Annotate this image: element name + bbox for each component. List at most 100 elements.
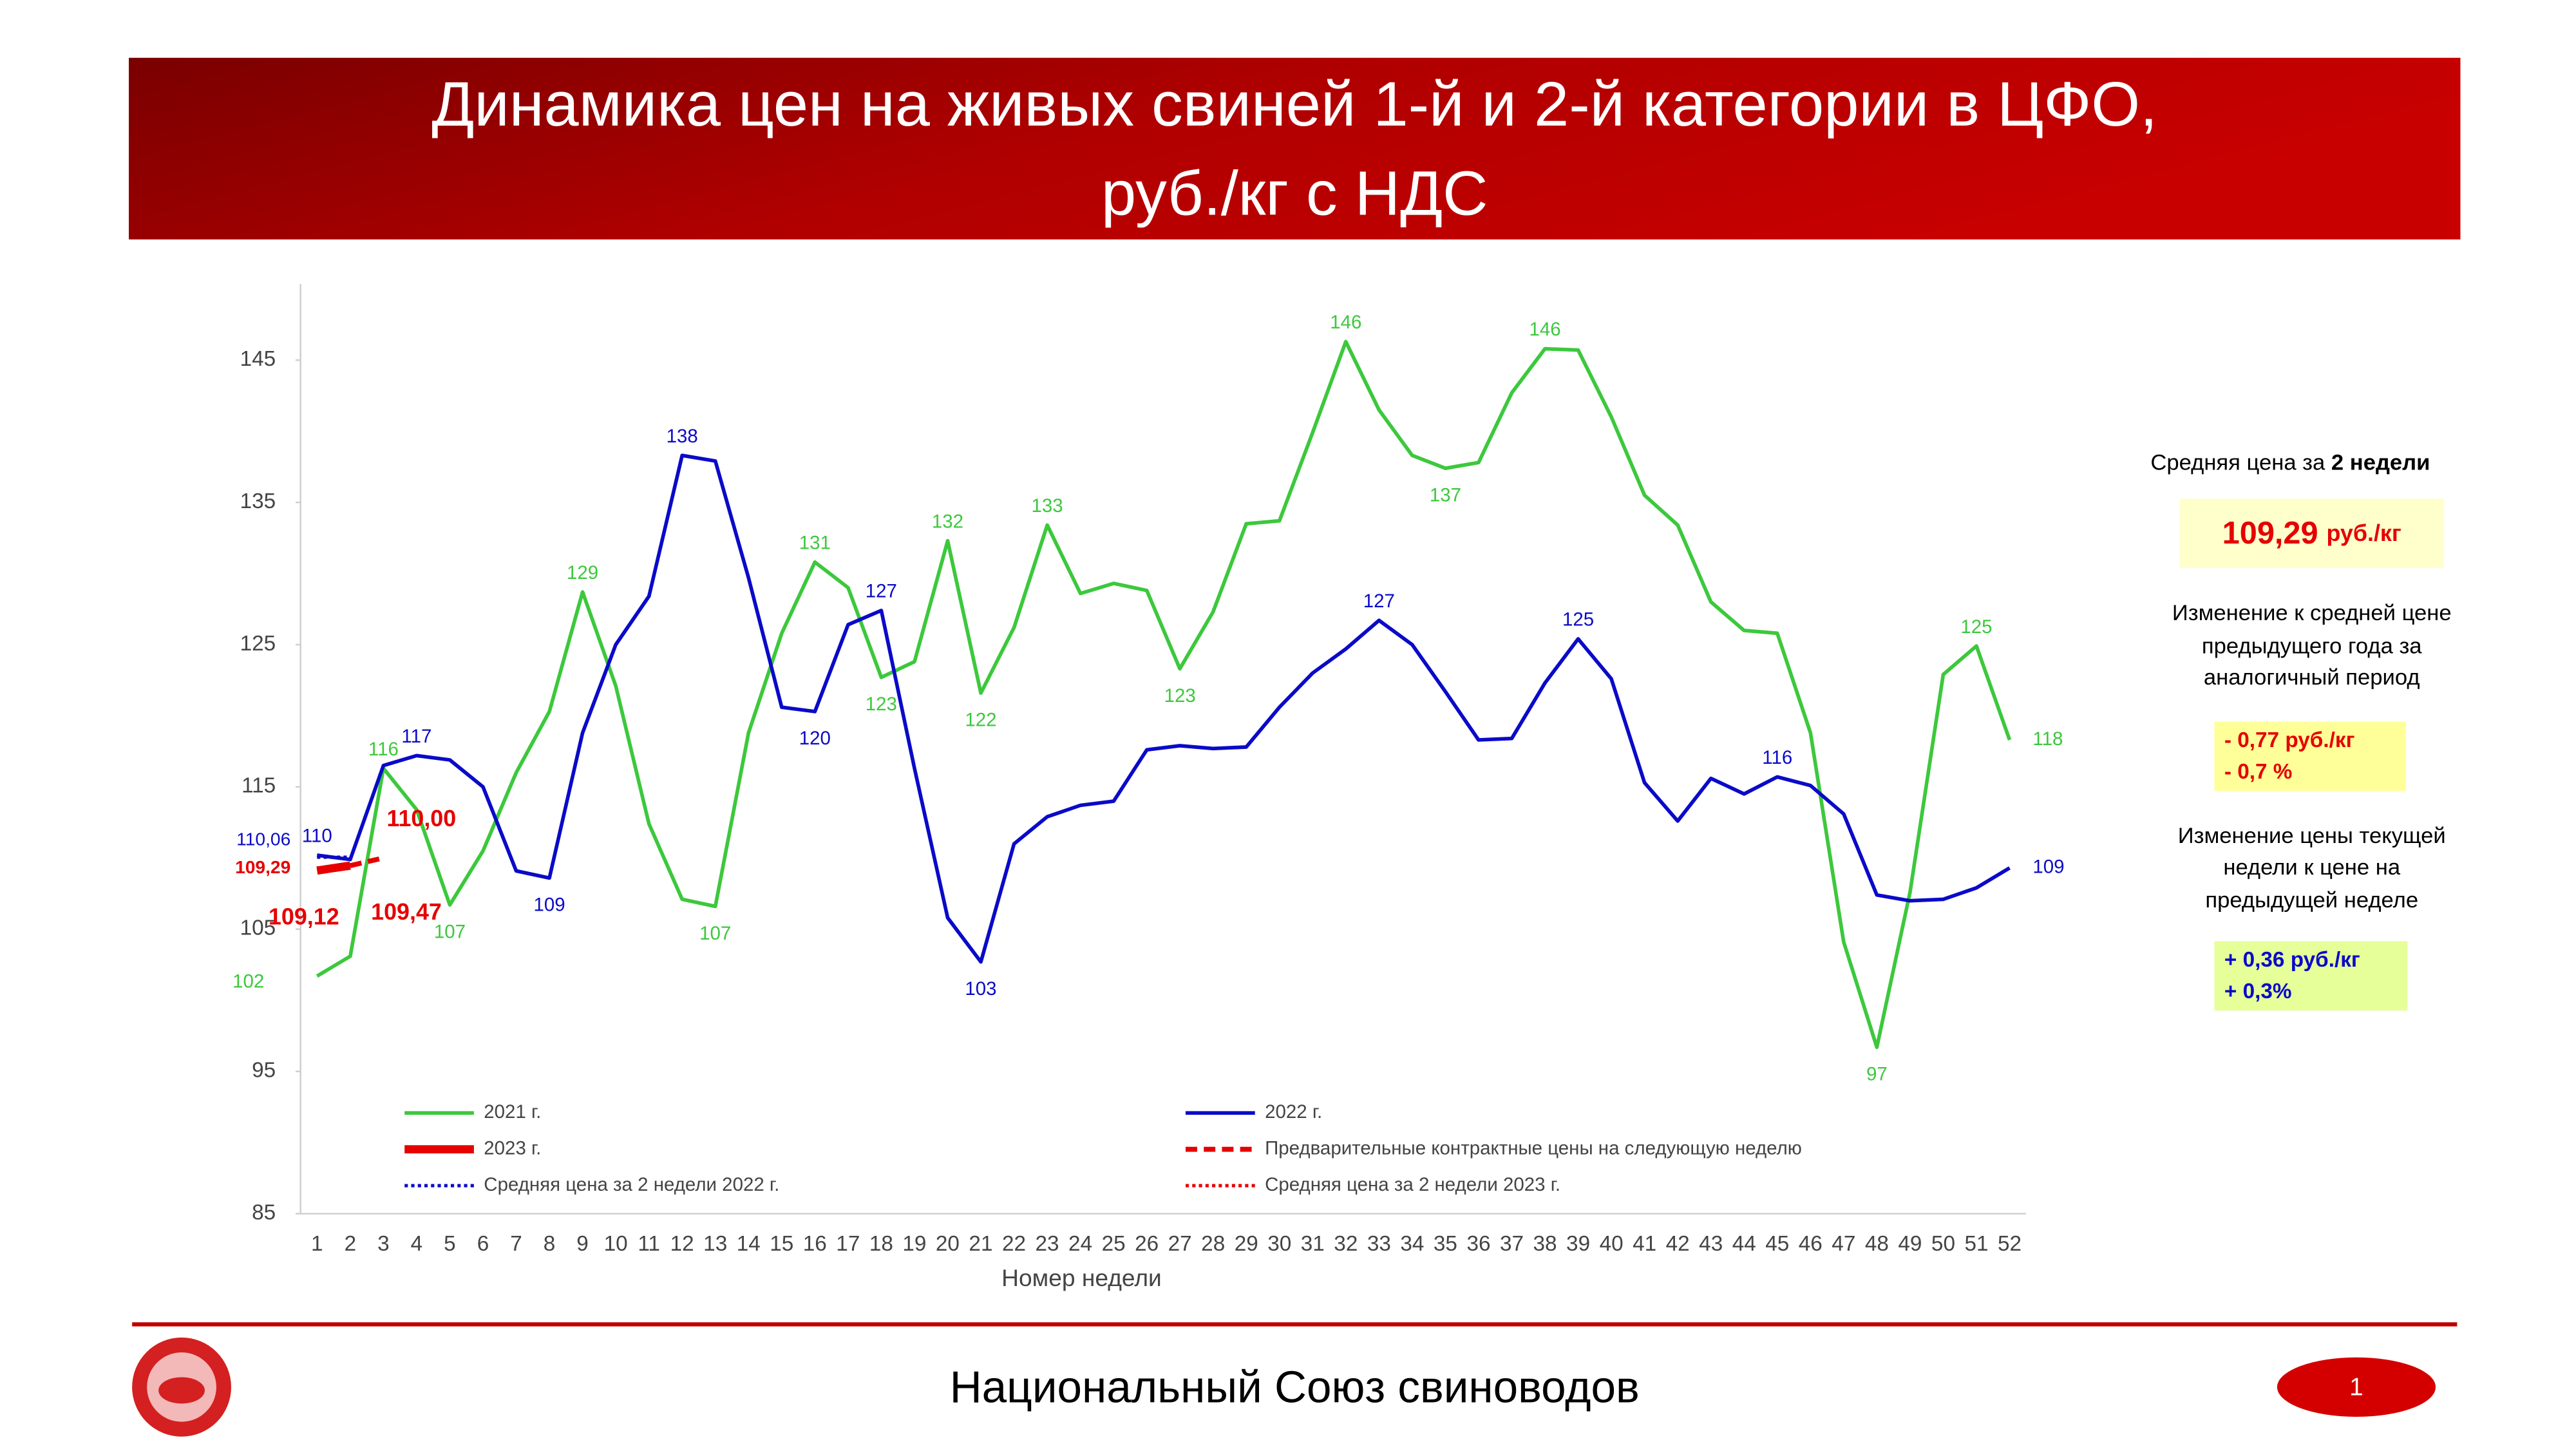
change-box (2214, 721, 2406, 791)
x-tick-label: 13 (703, 1232, 727, 1256)
x-tick-label: 30 (1267, 1232, 1291, 1256)
logo-pig (158, 1377, 205, 1404)
x-tick-label: 7 (510, 1232, 522, 1256)
change-value: + 0,3% (2224, 980, 2292, 1003)
x-tick-label: 48 (1865, 1232, 1889, 1256)
x-tick-label: 25 (1102, 1232, 1126, 1256)
x-tick-label: 26 (1135, 1232, 1159, 1256)
x-tick-label: 20 (936, 1232, 960, 1256)
x-tick-label: 12 (670, 1232, 694, 1256)
label: аналогичный период (2204, 665, 2420, 690)
x-tick-label: 27 (1168, 1232, 1192, 1256)
x-tick-label: 49 (1898, 1232, 1922, 1256)
x-tick-label: 41 (1633, 1232, 1656, 1256)
x-tick-label: 35 (1434, 1232, 1457, 1256)
data-label: 116 (1762, 747, 1792, 768)
x-tick-label: 52 (1998, 1232, 2022, 1256)
change-value: - 0,77 руб./кг (2224, 728, 2355, 752)
x-tick-label: 6 (477, 1232, 489, 1256)
legend-label: 2021 г. (484, 1101, 541, 1122)
x-tick-label: 19 (902, 1232, 926, 1256)
x-tick-label: 45 (1765, 1232, 1789, 1256)
x-tick-label: 33 (1367, 1232, 1391, 1256)
label: предыдущего года за (2202, 634, 2422, 658)
avg-price: 109,29 руб./кг (2222, 516, 2401, 551)
legend-label: 2023 г. (484, 1137, 541, 1159)
y-tick-label: 85 (252, 1200, 276, 1224)
avg-title: Средняя цена за 2 недели (2150, 451, 2430, 475)
data-label: 138 (667, 426, 698, 447)
data-label: 132 (932, 511, 963, 532)
data-label: 123 (866, 694, 897, 715)
x-tick-label: 24 (1068, 1232, 1092, 1256)
y-tick-label: 105 (240, 916, 276, 940)
x-tick-label: 28 (1201, 1232, 1225, 1256)
x-tick-label: 11 (638, 1232, 660, 1256)
x-tick-label: 36 (1466, 1232, 1490, 1256)
side-panel: Средняя цена за 2 недели 109,29 руб./кг И… (2150, 451, 2452, 1011)
data-label: 102 (232, 971, 264, 992)
legend-label: Средняя цена за 2 недели 2022 г. (484, 1174, 779, 1195)
data-label: 107 (699, 923, 731, 944)
x-tick-label: 9 (576, 1232, 589, 1256)
label: Изменение к средней цене (2172, 601, 2452, 625)
x-tick-label: 46 (1799, 1232, 1823, 1256)
x-tick-label: 37 (1500, 1232, 1524, 1256)
x-tick-label: 47 (1832, 1232, 1855, 1256)
data-label: 103 (965, 978, 996, 999)
label: предыдущей неделе (2205, 888, 2418, 913)
data-label: 125 (1562, 609, 1594, 630)
label: Изменение цены текущей (2178, 824, 2446, 848)
x-tick-label: 42 (1666, 1232, 1690, 1256)
x-tick-label: 10 (604, 1232, 628, 1256)
x-tick-label: 51 (1964, 1232, 1988, 1256)
x-tick-label: 32 (1334, 1232, 1358, 1256)
x-tick-label: 1 (311, 1232, 323, 1256)
y-tick-label: 125 (240, 632, 276, 656)
change-value: + 0,36 руб./кг (2224, 948, 2360, 972)
page-badge (2277, 1357, 2436, 1417)
data-label: 110,00 (386, 806, 456, 831)
x-tick-label: 2 (345, 1232, 357, 1256)
x-axis-title: Номер недели (1001, 1264, 1162, 1291)
x-tick-label: 38 (1533, 1232, 1557, 1256)
x-tick-label: 44 (1732, 1232, 1756, 1256)
data-label: 137 (1430, 484, 1461, 506)
data-label: 107 (434, 922, 466, 943)
change-value: - 0,7 % (2224, 760, 2293, 784)
data-label: 109 (533, 895, 565, 916)
y-tick-label: 145 (240, 347, 276, 371)
x-tick-label: 23 (1036, 1232, 1059, 1256)
x-tick-label: 8 (544, 1232, 556, 1256)
text: 2 недели (2331, 451, 2430, 475)
x-tick-label: 14 (737, 1232, 761, 1256)
data-label: 146 (1529, 319, 1560, 340)
page-number: 1 (2349, 1374, 2363, 1401)
footer-text: Национальный Союз свиноводов (950, 1361, 1640, 1412)
x-tick-label: 29 (1235, 1232, 1258, 1256)
text: 109,29 (2222, 516, 2318, 551)
data-label: 120 (799, 728, 831, 749)
x-tick-label: 21 (969, 1232, 992, 1256)
x-tick-label: 39 (1566, 1232, 1590, 1256)
text: руб./кг (2326, 520, 2401, 546)
text: Средняя цена за (2150, 451, 2331, 475)
header-banner (129, 57, 2461, 240)
data-label: 118 (2032, 728, 2063, 750)
series-line (316, 453, 2011, 964)
x-tick-label: 3 (377, 1232, 390, 1256)
x-tick-label: 4 (411, 1232, 423, 1256)
series-line (349, 855, 384, 868)
data-label: 97 (1866, 1064, 1888, 1085)
y-tick-label: 115 (242, 774, 276, 798)
data-label: 129 (567, 562, 598, 583)
legend-label: Средняя цена за 2 недели 2023 г. (1265, 1174, 1560, 1195)
price-box (2179, 498, 2444, 569)
y-tick-label: 95 (252, 1059, 276, 1083)
x-tick-label: 16 (803, 1232, 827, 1256)
data-label: 146 (1330, 312, 1361, 333)
x-tick-label: 5 (444, 1232, 456, 1256)
y-tick-label: 135 (240, 489, 276, 513)
